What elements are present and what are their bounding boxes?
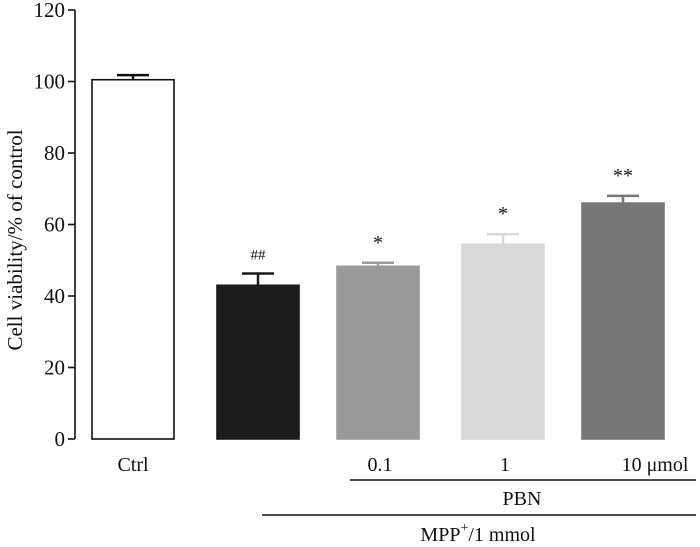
y-tick-label: 40: [44, 284, 65, 308]
y-tick-label: 80: [44, 141, 65, 165]
y-axis-label: Cell viability/% of control: [3, 129, 27, 350]
significance-mark: ##: [251, 247, 267, 263]
y-tick-label: 120: [34, 0, 66, 22]
x-tick-label: 10 μmol: [622, 454, 689, 476]
y-tick-label: 100: [34, 70, 66, 94]
bar: [461, 243, 545, 440]
y-tick-label: 20: [44, 356, 65, 380]
x-tick-label: 0.1: [368, 454, 393, 476]
bar: [336, 265, 420, 440]
y-axis: 0 20 40 60 80 100 120: [34, 0, 76, 451]
x-tick-labels: Ctrl 0.1 1 10 μmol: [117, 454, 688, 476]
significance-mark: *: [498, 203, 508, 225]
mpp-label-base: MPP: [420, 524, 460, 546]
mpp-label-superscript: +: [460, 521, 468, 536]
significance-mark: *: [373, 232, 383, 254]
mpp-label: MPP+/1 mmol: [420, 521, 536, 546]
bars-group: ##****: [91, 73, 665, 440]
mpp-label-suffix: /1 mmol: [468, 524, 536, 546]
pbn-label: PBN: [503, 488, 542, 510]
significance-mark: **: [613, 165, 633, 187]
y-tick-label: 60: [44, 213, 65, 237]
bar: [216, 284, 300, 440]
bar: [91, 78, 175, 440]
bar: [581, 202, 665, 440]
x-tick-label: Ctrl: [117, 454, 149, 476]
x-tick-label: 1: [500, 454, 510, 476]
y-tick-label: 0: [55, 427, 66, 451]
